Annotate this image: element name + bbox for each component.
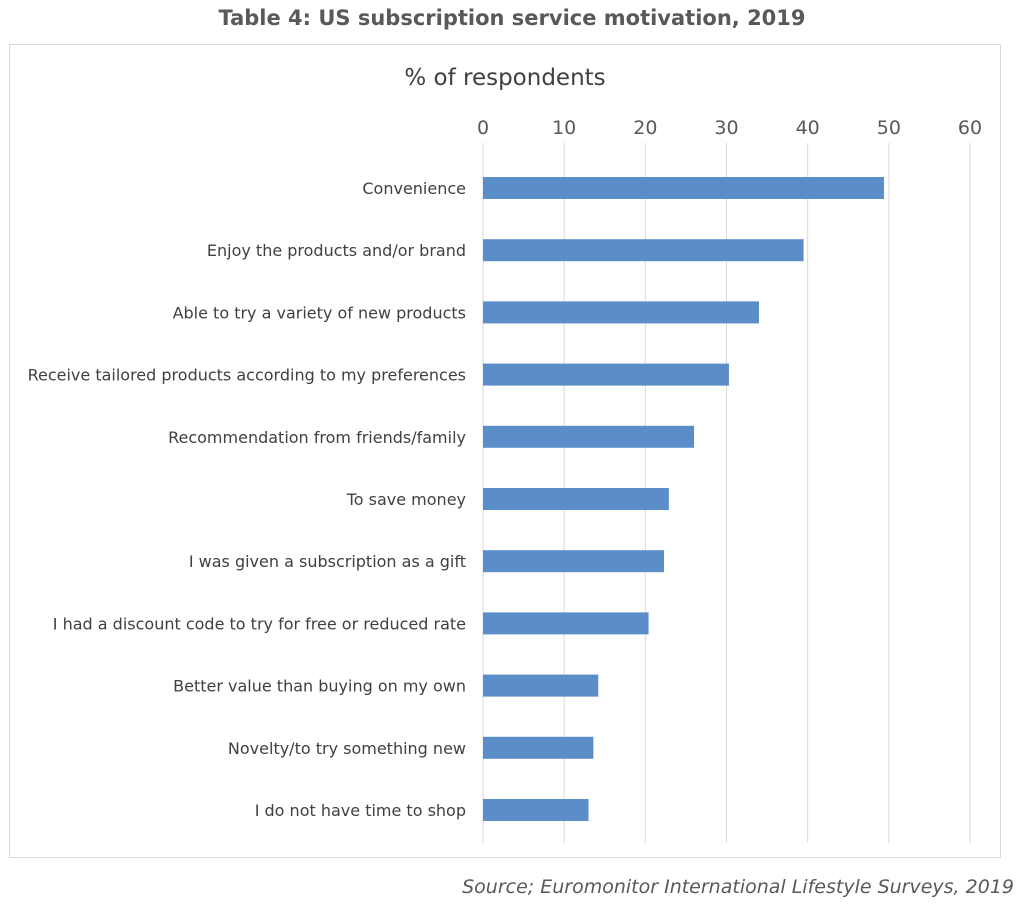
category-label: Enjoy the products and/or brand [207, 241, 466, 260]
x-tick-label: 20 [633, 117, 657, 139]
x-axis-ticks: 0 10 20 30 40 50 60 [477, 117, 982, 139]
category-label: Receive tailored products according to m… [28, 366, 466, 385]
bar [483, 177, 884, 199]
category-label: Able to try a variety of new products [173, 303, 466, 322]
category-label: I was given a subscription as a gift [189, 552, 466, 571]
x-tick-label: 50 [877, 117, 901, 139]
x-tick-label: 40 [796, 117, 820, 139]
x-tick-label: 30 [714, 117, 738, 139]
category-label: Convenience [362, 179, 466, 198]
bar [483, 488, 669, 510]
bar [483, 612, 649, 635]
bar [483, 239, 804, 262]
category-labels: Convenience Enjoy the products and/or bra… [28, 179, 466, 820]
page-title: Table 4: US subscription service motivat… [218, 6, 806, 30]
bars [483, 177, 884, 821]
bar [483, 425, 695, 448]
bar [483, 736, 594, 759]
bar-chart: % of respondents 0 10 20 30 40 50 60 Convenien… [28, 65, 982, 843]
category-label: I had a discount code to try for free or… [53, 614, 466, 633]
category-label: I do not have time to shop [255, 801, 466, 820]
x-tick-label: 10 [552, 117, 576, 139]
bar [483, 363, 729, 386]
source-note: Source; Euromonitor International Lifest… [462, 876, 1014, 898]
bar [483, 301, 759, 324]
x-tick-label: 0 [477, 117, 489, 139]
category-label: Novelty/to try something new [228, 739, 466, 758]
category-label: Better value than buying on my own [173, 677, 466, 696]
bar [483, 674, 599, 697]
x-tick-label: 60 [958, 117, 982, 139]
category-label: Recommendation from friends/family [168, 428, 466, 447]
category-label: To save money [346, 490, 466, 509]
chart-title: % of respondents [404, 65, 605, 91]
bar [483, 550, 665, 573]
chart-frame: % of respondents 0 10 20 30 40 50 60 Convenien… [9, 44, 1001, 858]
bar [483, 799, 589, 821]
